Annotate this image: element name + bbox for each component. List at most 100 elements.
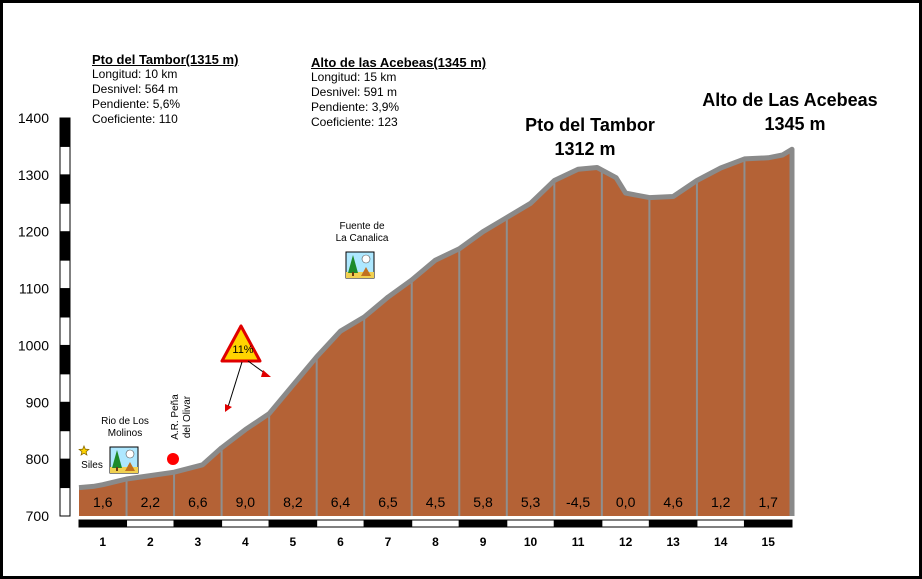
profile-outline — [78, 146, 795, 516]
place-line: Fuente de — [339, 221, 385, 232]
y-tick-label: 1000 — [18, 337, 49, 353]
axis-segment-light — [59, 202, 71, 233]
place-line: A.R. Peña — [170, 394, 181, 440]
peak-label-acebeas: Alto de Las Acebeas 1345 m — [685, 88, 895, 136]
km-label: 12 — [619, 535, 633, 549]
km-bar-segment — [78, 519, 128, 528]
warning-arrow-head — [261, 370, 271, 377]
tent-icon — [125, 462, 135, 471]
km-label: 14 — [714, 535, 728, 549]
axis-segment-light — [59, 487, 71, 517]
place-line: Molinos — [107, 428, 143, 439]
km-label: 7 — [385, 535, 392, 549]
axis-segment-light — [59, 373, 71, 403]
km-bar-segment — [411, 519, 460, 528]
fountain-icon-rio — [109, 446, 139, 474]
km-bar-segment — [743, 519, 793, 528]
axis-segment-dark — [60, 288, 70, 317]
tree-icon — [112, 450, 122, 468]
km-bar-segment — [506, 519, 555, 528]
axis-segment-light — [59, 316, 71, 346]
axis-segment-dark — [60, 345, 70, 374]
warning-label: 11% — [232, 344, 254, 356]
place-label-ar: A.R. Peña del Olivar — [170, 382, 194, 452]
y-axis: 700 800 900 1000 1100 1200 1300 1400 — [18, 110, 71, 524]
km-label: 5 — [290, 535, 297, 549]
axis-segment-light — [59, 430, 71, 460]
km-label: 1 — [99, 535, 106, 549]
km-bar-segment — [648, 519, 698, 528]
star-icon — [78, 444, 90, 456]
y-tick-label: 900 — [26, 394, 50, 410]
tree-trunk — [352, 272, 354, 276]
peak-name: Alto de Las Acebeas — [702, 90, 878, 110]
axis-bar-outline — [59, 117, 71, 517]
icon-ground — [110, 467, 138, 473]
km-bar-segment — [173, 519, 223, 528]
axis-segment-light — [59, 145, 71, 176]
y-tick-label: 1400 — [18, 110, 49, 126]
km-bar-segment — [363, 519, 413, 528]
fountain-icon-canalica — [345, 251, 375, 279]
axis-segment-dark — [60, 402, 70, 431]
y-tick-label: 1100 — [19, 281, 49, 297]
km-label: 2 — [147, 535, 154, 549]
icon-ground — [346, 272, 374, 278]
place-label-fuente: Fuente de La Canalica — [322, 221, 402, 245]
info-line: Desnivel: 564 m — [92, 82, 179, 96]
gradient-label: 4,6 — [663, 494, 683, 510]
peak-label-tambor: Pto del Tambor 1312 m — [505, 113, 675, 161]
peak-altitude: 1312 m — [554, 139, 616, 159]
km-axis: 1 2 3 4 5 6 7 8 9 10 11 12 13 14 15 — [78, 519, 793, 549]
km-bar-segment — [268, 519, 318, 528]
km-bar-segment — [553, 519, 603, 528]
axis-segment-dark — [60, 118, 70, 147]
info-line: Pendiente: 3,9% — [311, 100, 400, 114]
profile-fill — [79, 149, 792, 517]
info-line: Coeficiente: 110 — [92, 112, 178, 126]
peak-altitude: 1345 m — [764, 114, 826, 134]
km-bar-segment — [126, 519, 175, 528]
info-title-tambor: Pto del Tambor(1315 m) — [92, 52, 239, 67]
km-label: 11 — [572, 535, 585, 549]
tree-trunk — [116, 467, 118, 471]
km-label: 9 — [480, 535, 487, 549]
cloud-icon — [361, 254, 371, 264]
place-label-siles: Siles — [81, 460, 103, 471]
gradient-label: 1,6 — [93, 494, 113, 510]
axis-segment-dark — [60, 231, 70, 261]
cloud-icon — [125, 449, 135, 459]
km-label: 3 — [194, 535, 201, 549]
chart-icons — [78, 251, 375, 474]
tree-icon — [348, 255, 358, 273]
y-tick-label: 1300 — [18, 167, 49, 183]
km-label: 10 — [524, 535, 538, 549]
gradient-label: -4,5 — [566, 494, 590, 510]
gradient-label: 6,5 — [378, 494, 398, 510]
km-bar-segment — [601, 519, 650, 528]
gradient-label: 8,2 — [283, 494, 303, 510]
gradient-label: 6,4 — [331, 494, 351, 510]
info-line: Longitud: 15 km — [311, 70, 397, 84]
gradient-label: 9,0 — [236, 494, 256, 510]
tent-icon — [361, 267, 371, 276]
place-line: La Canalica — [335, 233, 389, 244]
km-bar-segment — [221, 519, 270, 528]
gradient-label: 0,0 — [616, 494, 636, 510]
axis-segment-dark — [60, 174, 70, 204]
km-label: 15 — [762, 535, 776, 549]
km-label: 13 — [666, 535, 680, 549]
info-line: Pendiente: 5,6% — [92, 97, 181, 111]
gradient-label: 1,7 — [758, 494, 778, 510]
km-bar-segment — [696, 519, 745, 528]
place-label-rio: Rio de Los Molinos — [90, 416, 160, 440]
y-tick-label: 700 — [26, 508, 50, 524]
km-label: 4 — [242, 535, 249, 549]
km-bar-segment — [316, 519, 365, 528]
warning-icon — [220, 324, 271, 412]
axis-segment-dark — [60, 459, 70, 488]
gradient-label: 2,2 — [141, 494, 161, 510]
gradient-label: 5,3 — [521, 494, 541, 510]
warning-arrow-line — [227, 361, 243, 408]
